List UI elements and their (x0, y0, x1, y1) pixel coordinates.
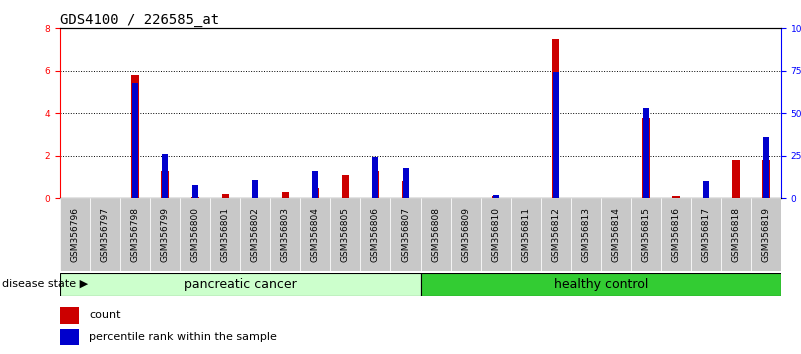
Text: GSM356808: GSM356808 (431, 207, 440, 262)
Bar (390, 198, 421, 271)
Text: GSM356806: GSM356806 (371, 207, 380, 262)
Text: GSM356814: GSM356814 (611, 207, 620, 262)
Bar (191, 197, 199, 198)
Text: GSM356816: GSM356816 (671, 207, 680, 262)
Text: GSM356796: GSM356796 (70, 207, 79, 262)
Bar (732, 160, 739, 198)
Text: GSM356804: GSM356804 (311, 207, 320, 262)
Bar (481, 198, 511, 271)
Text: GSM356812: GSM356812 (551, 207, 560, 262)
Bar (552, 39, 559, 198)
Bar (492, 196, 499, 198)
Bar (541, 198, 570, 271)
Bar (703, 181, 709, 198)
Bar (60, 329, 79, 345)
Bar (60, 307, 79, 324)
Text: GSM356803: GSM356803 (281, 207, 290, 262)
Bar (210, 198, 240, 271)
Text: GSM356810: GSM356810 (491, 207, 500, 262)
Bar (132, 83, 138, 198)
Bar (162, 154, 168, 198)
Bar (630, 198, 661, 271)
Bar (331, 198, 360, 271)
Bar (763, 137, 769, 198)
Bar (312, 188, 319, 198)
Text: GSM356797: GSM356797 (101, 207, 110, 262)
Bar (570, 198, 601, 271)
Bar (282, 192, 289, 198)
Bar (450, 198, 481, 271)
Bar (421, 273, 781, 296)
Bar (131, 75, 139, 198)
Bar (672, 196, 679, 198)
Bar (721, 198, 751, 271)
Bar (60, 273, 421, 296)
Text: GSM356801: GSM356801 (221, 207, 230, 262)
Bar (372, 171, 379, 198)
Bar (372, 158, 378, 198)
Bar (342, 175, 349, 198)
Bar (162, 171, 169, 198)
Text: GSM356802: GSM356802 (251, 207, 260, 262)
Bar (252, 179, 258, 198)
Bar (763, 160, 770, 198)
Bar (90, 198, 120, 271)
Bar (642, 108, 649, 198)
Text: GDS4100 / 226585_at: GDS4100 / 226585_at (60, 13, 219, 27)
Bar (270, 198, 300, 271)
Text: GSM356815: GSM356815 (642, 207, 650, 262)
Text: GSM356817: GSM356817 (702, 207, 710, 262)
Bar (661, 198, 690, 271)
Text: GSM356811: GSM356811 (521, 207, 530, 262)
Bar (511, 198, 541, 271)
Bar (690, 198, 721, 271)
Text: GSM356799: GSM356799 (161, 207, 170, 262)
Bar (180, 198, 210, 271)
Bar (192, 185, 199, 198)
Text: GSM356818: GSM356818 (731, 207, 740, 262)
Bar (421, 198, 450, 271)
Text: GSM356809: GSM356809 (461, 207, 470, 262)
Bar (553, 73, 559, 198)
Bar (222, 194, 229, 198)
Text: GSM356807: GSM356807 (401, 207, 410, 262)
Bar (60, 198, 90, 271)
Text: GSM356800: GSM356800 (191, 207, 199, 262)
Text: pancreatic cancer: pancreatic cancer (184, 278, 296, 291)
Bar (120, 198, 151, 271)
Bar (751, 198, 781, 271)
Bar (151, 198, 180, 271)
Bar (312, 171, 318, 198)
Bar (642, 118, 650, 198)
Text: GSM356805: GSM356805 (341, 207, 350, 262)
Bar (403, 168, 409, 198)
Text: count: count (89, 310, 120, 320)
Bar (240, 198, 270, 271)
Text: GSM356798: GSM356798 (131, 207, 139, 262)
Text: healthy control: healthy control (553, 278, 648, 291)
Text: GSM356813: GSM356813 (582, 207, 590, 262)
Bar (300, 198, 331, 271)
Bar (601, 198, 631, 271)
Text: percentile rank within the sample: percentile rank within the sample (89, 332, 277, 342)
Bar (360, 198, 391, 271)
Bar (493, 195, 498, 198)
Text: GSM356819: GSM356819 (762, 207, 771, 262)
Bar (402, 181, 409, 198)
Text: disease state ▶: disease state ▶ (2, 279, 89, 289)
